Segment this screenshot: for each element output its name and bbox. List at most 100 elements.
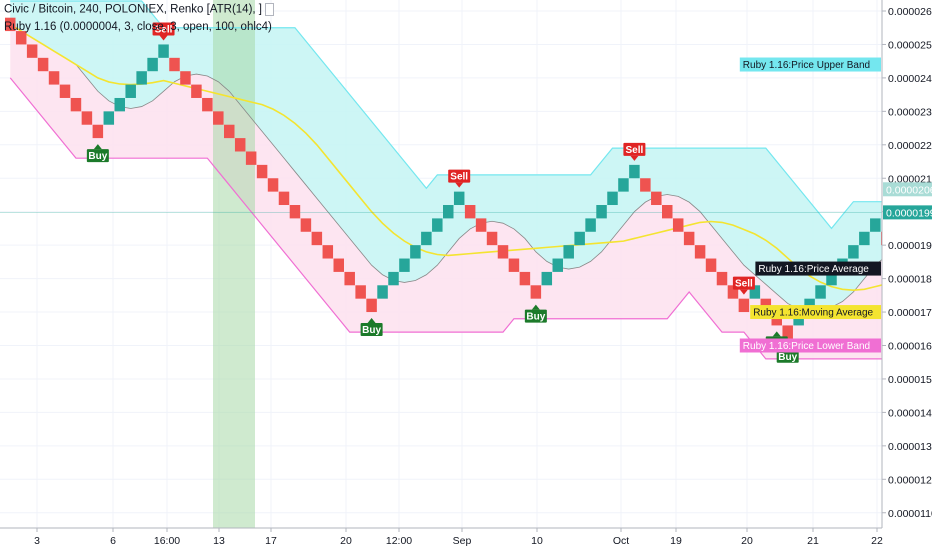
renko-brick	[815, 285, 826, 299]
renko-brick	[453, 191, 465, 206]
series-label: Ruby 1.16:Price Upper Band	[743, 60, 870, 71]
x-tick-label: 20	[741, 535, 753, 547]
x-tick-label: Oct	[613, 535, 629, 547]
ghost-price-tag-bg	[883, 182, 932, 197]
ghost-price-tag: 0.00002067	[886, 184, 932, 196]
renko-brick	[705, 258, 717, 272]
buy-label: Buy	[362, 325, 381, 336]
renko-brick	[278, 191, 290, 206]
renko-brick	[848, 245, 859, 259]
renko-brick	[202, 97, 213, 112]
current-price-tag-bg	[883, 205, 932, 220]
y-tick-label: 0.00002300	[888, 106, 932, 118]
renko-brick	[180, 71, 191, 85]
buy-arrow	[772, 331, 781, 337]
y-tick-label: 0.00001600	[888, 341, 932, 353]
x-axis: 3 6 16:00 13 17 20 12:00 Sep 10 Oct 19 20 21 22	[34, 528, 883, 547]
symbol-legend[interactable]: Civic / Bitcoin, 240, POLONIEX, Renko [A…	[4, 3, 274, 16]
renko-brick	[344, 271, 355, 286]
sell-signal: Sell	[623, 142, 646, 161]
renko-brick	[147, 57, 158, 72]
buy-signal: Buy	[524, 304, 547, 323]
sell-box	[448, 169, 471, 183]
renko-brick	[421, 231, 432, 246]
x-tick-label: 22	[871, 535, 883, 547]
renko-brick	[727, 285, 739, 299]
buy-label: Buy	[526, 312, 545, 323]
legend-settings-icon[interactable]	[265, 3, 274, 16]
renko-brick	[716, 271, 728, 286]
renko-brick	[574, 231, 585, 246]
y-tick-label: 0.00001400	[888, 407, 932, 419]
renko-brick	[267, 178, 279, 192]
current-price-tag: 0.00001998	[886, 207, 932, 219]
x-tick-label: 16:00	[154, 535, 180, 547]
renko-brick	[530, 285, 542, 299]
renko-brick	[432, 218, 443, 232]
series-label: Ruby 1.16:Price Lower Band	[743, 341, 870, 352]
renko-brick	[629, 164, 640, 179]
y-axis-panel	[882, 0, 932, 550]
buy-box	[776, 349, 799, 363]
series-label-bg	[755, 261, 881, 276]
renko-brick	[607, 191, 618, 206]
x-tick-label: 13	[213, 535, 225, 547]
renko-brick	[333, 258, 344, 272]
renko-brick	[399, 258, 410, 272]
renko-brick	[541, 271, 553, 286]
sell-box	[623, 142, 646, 156]
renko-brick	[683, 231, 695, 246]
sell-signal: Sell	[448, 169, 471, 188]
renko-brick	[256, 164, 268, 179]
renko-brick	[618, 178, 629, 192]
indicator-legend[interactable]: Ruby 1.16 (0.0000004, 3, close, 3, open,…	[4, 21, 272, 33]
buy-label: Buy	[778, 352, 797, 363]
y-tick-label: 0.00001100	[888, 508, 932, 520]
renko-brick	[289, 205, 301, 219]
symbol-line: Civic / Bitcoin, 240, POLONIEX, Renko [A…	[4, 3, 262, 16]
highlight-zone	[213, 0, 255, 528]
sell-box	[732, 276, 755, 290]
y-tick-label: 0.00002600	[888, 6, 932, 18]
renko-brick	[70, 97, 82, 112]
series-label-bg	[739, 57, 881, 72]
renko-brick	[651, 191, 662, 206]
buy-arrow	[531, 304, 540, 310]
renko-brick	[169, 57, 180, 72]
indicator-line: Ruby 1.16 (0.0000004, 3, close, 3, open,…	[4, 21, 272, 33]
sell-label: Sell	[155, 24, 173, 35]
renko-brick	[596, 205, 607, 219]
sell-arrow	[630, 155, 639, 161]
renko-brick	[213, 111, 224, 125]
y-tick-label: 0.00001800	[888, 274, 932, 286]
renko-brick	[366, 298, 377, 313]
renko-brick	[114, 97, 125, 112]
series-label-bg	[750, 305, 881, 320]
renko-brick	[749, 285, 761, 299]
renko-brick	[224, 124, 235, 139]
renko-brick	[300, 218, 312, 232]
renko-brick	[48, 71, 60, 85]
buy-arrow	[367, 318, 376, 324]
x-tick-label: 10	[531, 535, 543, 547]
series-label-bg	[739, 338, 881, 353]
sell-label: Sell	[626, 145, 644, 156]
renko-brick	[355, 285, 366, 299]
renko-brick	[125, 84, 136, 98]
renko-brick	[870, 218, 881, 232]
x-tick-label: 3	[34, 535, 40, 547]
renko-brick	[563, 245, 574, 259]
buy-signal: Buy	[360, 318, 383, 337]
renko-brick	[191, 84, 202, 98]
renko-brick	[5, 17, 16, 32]
renko-brick	[497, 245, 509, 259]
renko-brick	[81, 111, 93, 125]
buy-label: Buy	[88, 151, 107, 162]
renko-brick	[640, 178, 651, 192]
x-tick-label: 12:00	[386, 535, 412, 547]
buy-box	[360, 323, 383, 337]
buy-signal: Buy	[86, 144, 109, 163]
sell-arrow	[159, 35, 168, 41]
y-tick-label: 0.00002500	[888, 39, 932, 51]
